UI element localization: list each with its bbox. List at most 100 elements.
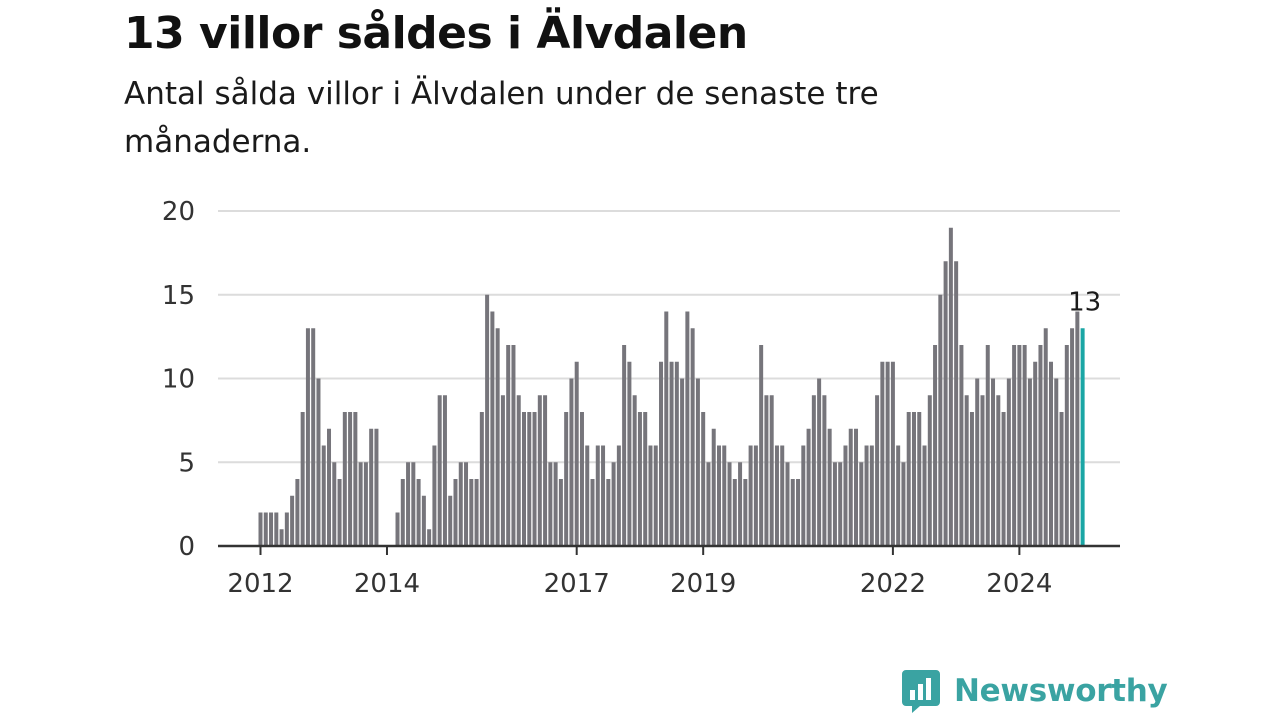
x-tick-label: 2019 [670,569,736,599]
y-tick-label: 5 [178,448,195,478]
x-tick-label: 2017 [544,569,610,599]
bar [695,378,700,546]
bar [479,412,484,546]
bar [674,361,679,546]
bar [263,512,268,546]
bar [321,445,326,546]
bar [290,495,295,546]
bar [827,428,832,546]
bar [1064,345,1069,546]
bar [648,445,653,546]
bar [896,445,901,546]
bar [911,412,916,546]
bar-chart-bubble-icon [902,670,940,713]
bar [337,479,342,546]
bar [632,395,637,546]
bar [274,512,279,546]
bar [954,261,959,546]
bar [311,328,316,546]
bar [601,445,606,546]
bar [458,462,463,546]
bar [1033,361,1038,546]
bar [991,378,996,546]
bar [448,495,453,546]
bar [796,479,801,546]
bar [527,412,532,546]
bar [569,378,574,546]
bar [890,361,895,546]
bar-latest [1080,328,1085,546]
bar [543,395,548,546]
bar [780,445,785,546]
bar [806,428,811,546]
bar [411,462,416,546]
bar [822,395,827,546]
bar [553,462,558,546]
x-tick-label: 2024 [986,569,1052,599]
bar [590,479,595,546]
newsworthy-brand: Newsworthy [900,668,1168,714]
bar [685,311,690,546]
bar [653,445,658,546]
bar [595,445,600,546]
bar [764,395,769,546]
bar [933,345,938,546]
bar [948,227,953,546]
bar [579,412,584,546]
bar [516,395,521,546]
bar [938,294,943,546]
bar [880,361,885,546]
bar [680,378,685,546]
bar [369,428,374,546]
bar [859,462,864,546]
bar [574,361,579,546]
bar [558,479,563,546]
bar [611,462,616,546]
bar [727,462,732,546]
bar [769,395,774,546]
bar [1075,311,1080,546]
bar [864,445,869,546]
bar [669,361,674,546]
bar [848,428,853,546]
bar [969,412,974,546]
grid-lines [218,210,1120,464]
bar [701,412,706,546]
axes [218,544,1120,555]
bar [284,512,289,546]
bar [690,328,695,546]
x-tick-label: 2014 [354,569,420,599]
bar [832,462,837,546]
bar [1054,378,1059,546]
bar [980,395,985,546]
bar [801,445,806,546]
bar [817,378,822,546]
bar [738,462,743,546]
labels: 0 5 10 15 20 2012 2014 2017 2019 2022 2024 13 [162,197,1101,599]
bar [790,479,795,546]
bar [716,445,721,546]
bar [442,395,447,546]
bar [711,428,716,546]
bar [500,395,505,546]
bar [753,445,758,546]
bar [522,412,526,546]
bar [1038,345,1043,546]
y-tick-label: 10 [162,365,195,395]
bar [511,345,516,546]
bar [1022,345,1027,546]
bar [363,462,368,546]
bar [421,495,426,546]
bar [395,512,400,546]
bar [606,479,611,546]
bar [400,479,405,546]
bar [537,395,542,546]
bar [875,395,880,546]
bar [985,345,990,546]
bar [774,445,779,546]
bar [305,328,310,546]
bar [1027,378,1032,546]
brand-name: Newsworthy [954,673,1168,709]
bar [1049,361,1053,546]
bar [437,395,442,546]
